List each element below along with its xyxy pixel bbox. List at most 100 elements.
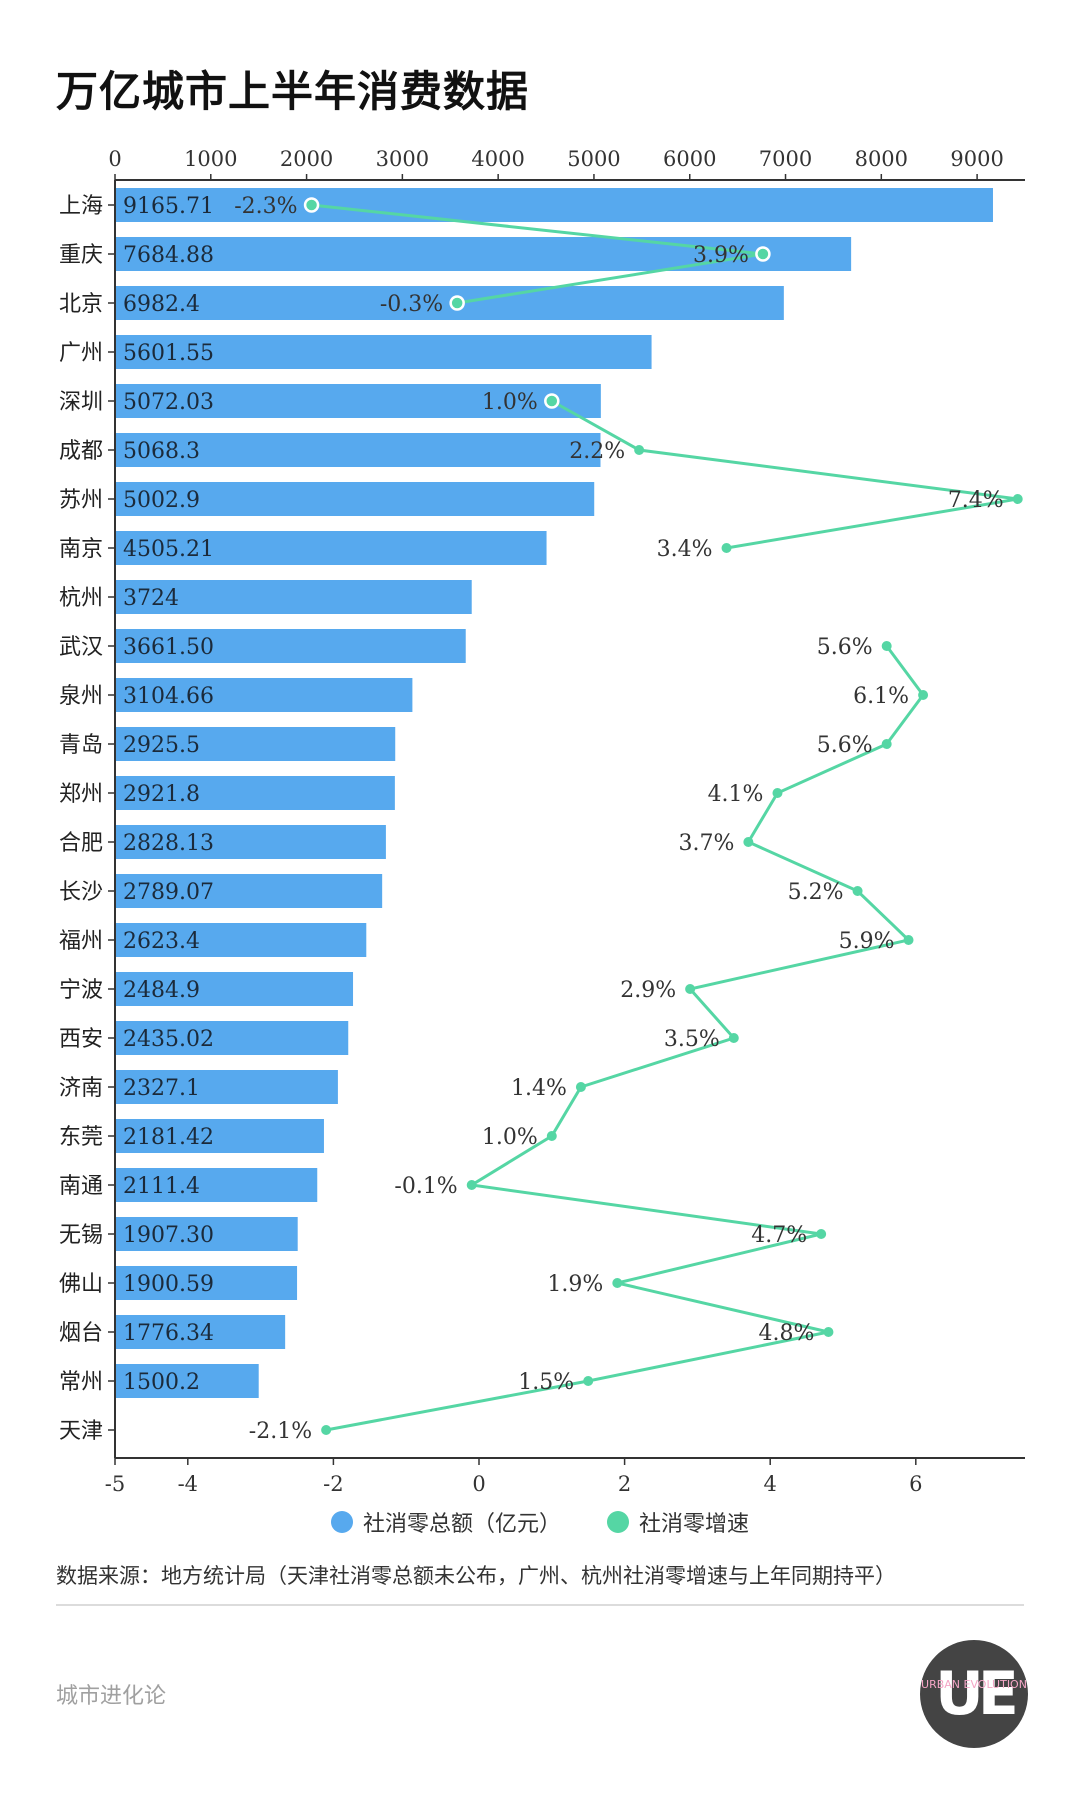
category-label: 东莞 <box>59 1125 103 1150</box>
legend-item-sales[interactable]: 社消零总额（亿元） <box>330 1506 561 1538</box>
category-label: 北京 <box>59 292 103 317</box>
page-title: 万亿城市上半年消费数据 <box>56 67 530 116</box>
legend-label: 社消零增速 <box>639 1512 750 1537</box>
bar <box>116 1315 286 1349</box>
growth-point <box>755 246 771 262</box>
growth-value-label: 3.9% <box>693 243 749 268</box>
growth-point <box>583 1376 594 1386</box>
bottom-axis-tick-label: 4 <box>764 1472 777 1496</box>
divider <box>56 1604 1024 1606</box>
bar <box>116 629 466 663</box>
category-label: 烟台 <box>59 1321 103 1346</box>
top-axis-tick-label: 8000 <box>855 147 908 171</box>
top-axis-tick-label: 4000 <box>471 147 524 171</box>
bar-value-label: 5068.3 <box>123 439 200 464</box>
growth-point <box>575 1082 586 1092</box>
category-label: 深圳 <box>59 390 103 415</box>
growth-value-label: 1.4% <box>511 1076 567 1101</box>
bar <box>116 776 395 810</box>
growth-point <box>881 739 892 749</box>
bottom-axis-tick-label: -5 <box>105 1472 125 1496</box>
legend-label: 社消零总额（亿元） <box>362 1512 561 1537</box>
growth-point <box>321 1425 332 1435</box>
bar-value-label: 9165.71 <box>123 194 214 219</box>
bar <box>116 433 601 467</box>
growth-value-label: 2.2% <box>569 439 625 464</box>
bar-value-label: 2828.13 <box>123 831 214 856</box>
bar <box>116 1266 298 1300</box>
bar-value-label: 2623.4 <box>123 929 200 954</box>
bar-value-label: 4505.21 <box>123 537 214 562</box>
logo-text: URBAN EVOLUTION <box>921 1678 1027 1691</box>
category-label: 西安 <box>59 1027 103 1052</box>
bar <box>116 727 396 761</box>
growth-value-label: 7.4% <box>948 488 1004 513</box>
bottom-axis-tick-label: 2 <box>618 1472 631 1496</box>
growth-value-label: 1.9% <box>547 1272 603 1297</box>
bottom-axis-tick-label: 6 <box>909 1472 922 1496</box>
growth-point <box>772 788 783 798</box>
bar <box>116 482 595 516</box>
category-label: 武汉 <box>59 635 103 660</box>
growth-point <box>903 935 914 945</box>
growth-point <box>852 886 863 896</box>
legend-item-growth[interactable]: 社消零增速 <box>607 1506 749 1538</box>
category-label: 重庆 <box>59 243 103 268</box>
category-label: 合肥 <box>59 831 103 856</box>
bar <box>116 1168 318 1202</box>
growth-point <box>918 690 929 700</box>
growth-value-label: 4.1% <box>708 782 764 807</box>
bar-value-label: 2111.4 <box>123 1174 200 1199</box>
growth-value-label: 1.0% <box>482 1125 538 1150</box>
bar <box>116 531 547 565</box>
growth-point <box>634 445 645 455</box>
logo-mark: UE <box>935 1659 1019 1729</box>
category-label: 苏州 <box>59 488 103 513</box>
bar <box>116 874 383 908</box>
bottom-axis-tick-label: -4 <box>178 1472 198 1496</box>
top-axis-tick-label: 7000 <box>759 147 812 171</box>
bar <box>116 335 652 369</box>
growth-value-label: 3.4% <box>657 537 713 562</box>
category-label: 长沙 <box>59 880 103 905</box>
bar <box>116 972 354 1006</box>
bar-value-label: 2925.5 <box>123 733 200 758</box>
category-label: 郑州 <box>59 782 103 807</box>
bar-value-label: 3104.66 <box>123 684 214 709</box>
bar-value-label: 2435.02 <box>123 1027 214 1052</box>
category-label: 泉州 <box>59 684 103 709</box>
top-axis-tick-label: 0 <box>108 147 121 171</box>
bar <box>116 1070 338 1104</box>
growth-point <box>728 1033 739 1043</box>
bar-value-label: 3661.50 <box>123 635 214 660</box>
top-axis-tick-label: 2000 <box>280 147 333 171</box>
category-label: 青岛 <box>59 733 103 758</box>
growth-value-label: -0.3% <box>380 292 443 317</box>
bar-value-label: 2921.8 <box>123 782 200 807</box>
brand-logo: UE URBAN EVOLUTION <box>920 1640 1028 1748</box>
growth-value-label: -0.1% <box>394 1174 457 1199</box>
category-label: 常州 <box>59 1370 103 1395</box>
bar-value-label: 2327.1 <box>123 1076 200 1101</box>
bar-value-label: 1907.30 <box>123 1223 214 1248</box>
growth-value-label: 3.7% <box>678 831 734 856</box>
growth-point <box>449 295 465 311</box>
bar-value-label: 7684.88 <box>123 243 214 268</box>
legend-dot-icon <box>607 1511 629 1533</box>
category-label: 天津 <box>59 1419 103 1444</box>
category-label: 杭州 <box>59 586 103 611</box>
chart-legend: 社消零总额（亿元） 社消零增速 <box>0 1506 1080 1538</box>
category-label: 广州 <box>59 341 103 366</box>
growth-value-label: 5.6% <box>817 635 873 660</box>
growth-point <box>303 197 320 213</box>
data-source-note: 数据来源：地方统计局（天津社消零总额未公布，广州、杭州社消零增速与上年同期持平） <box>56 1564 896 1588</box>
category-label: 福州 <box>59 929 103 954</box>
growth-point <box>466 1180 477 1190</box>
category-label: 无锡 <box>59 1223 103 1248</box>
growth-value-label: 3.5% <box>664 1027 720 1052</box>
growth-point <box>816 1229 827 1239</box>
bar <box>116 923 367 957</box>
growth-line <box>551 399 1018 550</box>
bar <box>116 237 852 271</box>
growth-value-label: 6.1% <box>853 684 909 709</box>
